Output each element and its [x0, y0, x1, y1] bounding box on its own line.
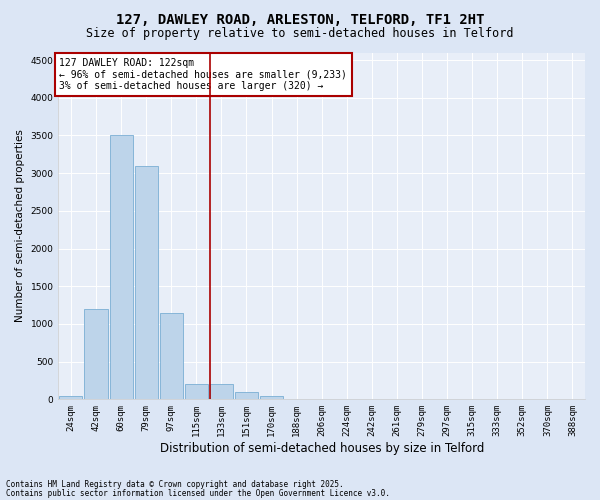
X-axis label: Distribution of semi-detached houses by size in Telford: Distribution of semi-detached houses by … — [160, 442, 484, 455]
Bar — [260, 396, 283, 400]
Bar — [110, 136, 133, 400]
Bar — [85, 309, 107, 400]
Bar — [210, 384, 233, 400]
Bar — [235, 392, 258, 400]
Text: Contains public sector information licensed under the Open Government Licence v3: Contains public sector information licen… — [6, 488, 390, 498]
Bar — [59, 396, 82, 400]
Bar — [285, 398, 308, 400]
Bar — [134, 166, 158, 400]
Bar — [185, 384, 208, 400]
Text: Contains HM Land Registry data © Crown copyright and database right 2025.: Contains HM Land Registry data © Crown c… — [6, 480, 344, 489]
Text: 127, DAWLEY ROAD, ARLESTON, TELFORD, TF1 2HT: 127, DAWLEY ROAD, ARLESTON, TELFORD, TF1… — [116, 12, 484, 26]
Bar — [160, 312, 183, 400]
Text: Size of property relative to semi-detached houses in Telford: Size of property relative to semi-detach… — [86, 28, 514, 40]
Y-axis label: Number of semi-detached properties: Number of semi-detached properties — [15, 130, 25, 322]
Text: 127 DAWLEY ROAD: 122sqm
← 96% of semi-detached houses are smaller (9,233)
3% of : 127 DAWLEY ROAD: 122sqm ← 96% of semi-de… — [59, 58, 347, 91]
